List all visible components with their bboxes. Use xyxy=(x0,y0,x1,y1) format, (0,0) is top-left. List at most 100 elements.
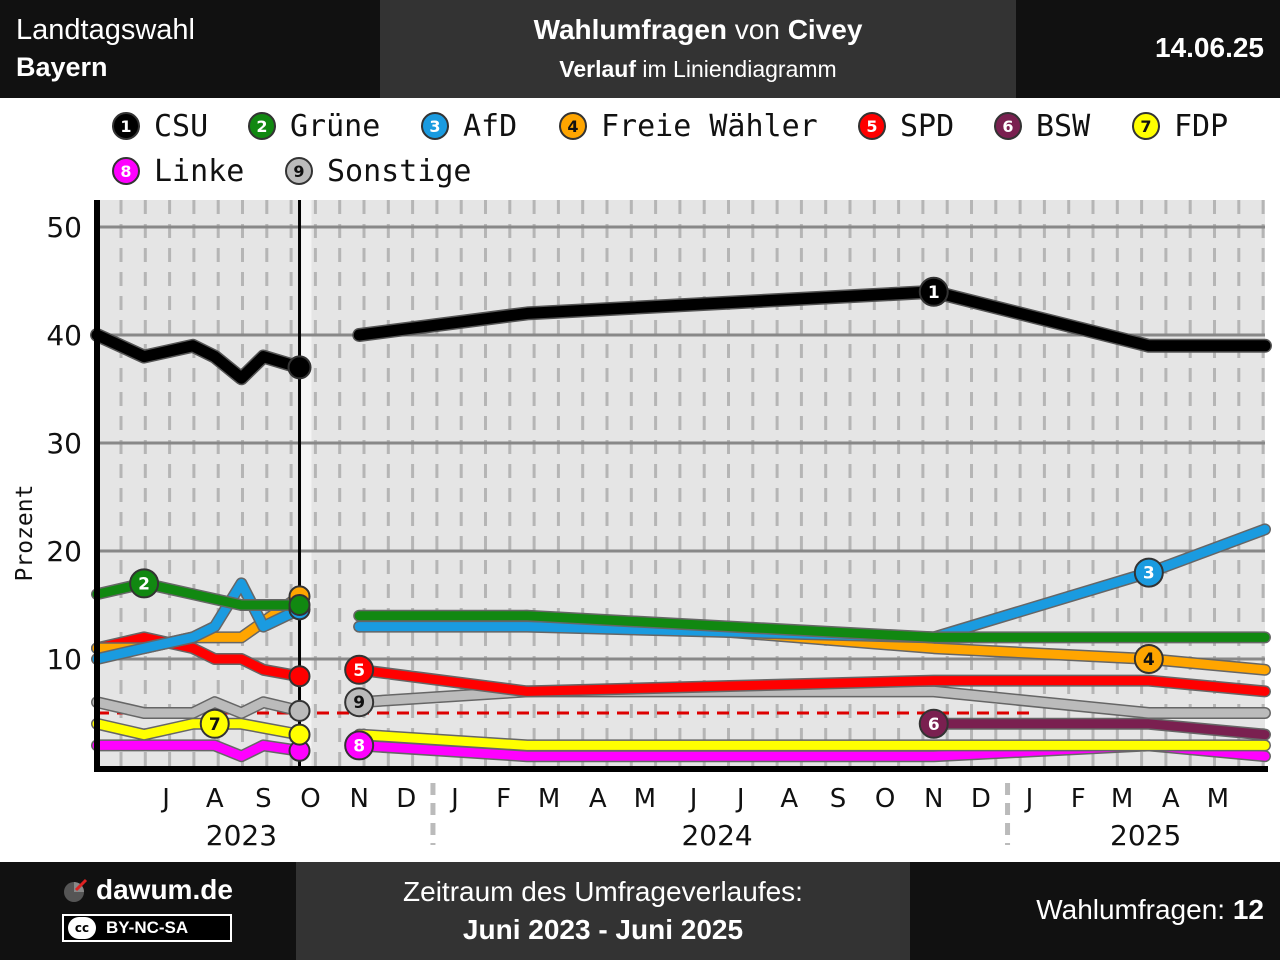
x-tick-14: S xyxy=(830,784,847,814)
legend-label-linke: Linke xyxy=(154,153,245,189)
page-title: Wahlumfragen von Civey xyxy=(380,14,1016,46)
x-tick-21: A xyxy=(1162,784,1180,814)
legend-marker-fdp: 7 xyxy=(1132,112,1160,140)
year-label-2: 2025 xyxy=(1110,819,1181,852)
x-tick-8: M xyxy=(538,784,560,814)
legend-marker-fw: 4 xyxy=(559,112,587,140)
subtitle-part1: Verlauf xyxy=(559,56,636,82)
x-tick-3: O xyxy=(300,784,320,814)
series-label-csu: 1 xyxy=(918,276,949,307)
x-tick-10: M xyxy=(634,784,656,814)
x-tick-15: O xyxy=(875,784,895,814)
series-spd-pre xyxy=(91,631,306,683)
series-line-fdp-pre xyxy=(92,719,304,740)
x-tick-12: J xyxy=(735,784,745,814)
x-tick-22: M xyxy=(1207,784,1229,814)
series-label-num-linke: 8 xyxy=(353,736,365,756)
legend-label-spd: SPD xyxy=(900,108,955,144)
legend: 1 CSU 2 Grüne 3 AfD 4 Freie Wähler 5 SPD… xyxy=(0,100,1280,200)
legend-marker-afd: 3 xyxy=(421,112,449,140)
series-sonstige-post xyxy=(353,685,1271,719)
series-label-circle-sonstige xyxy=(344,687,375,718)
series-afd-pre xyxy=(91,577,306,665)
legend-label-csu: CSU xyxy=(154,108,209,144)
poll-count-value: 12 xyxy=(1232,894,1264,925)
series-markers: 9 8 7 6 5 4 3 2 1 xyxy=(129,276,1164,762)
election-point-sonstige xyxy=(288,699,311,722)
license-text: BY-NC-SA xyxy=(106,918,189,937)
year-label-1: 2024 xyxy=(681,819,752,852)
legend-label-fdp: FDP xyxy=(1174,108,1229,144)
legend-marker-bsw: 6 xyxy=(994,112,1022,140)
series-label-bsw: 6 xyxy=(918,708,949,739)
y-axis-title: Prozent xyxy=(12,485,38,582)
year-label-0: 2023 xyxy=(206,819,277,852)
legend-item-fdp: 7 FDP xyxy=(1132,104,1228,148)
series-line-afd-pre xyxy=(92,578,304,664)
election-point-gruene xyxy=(288,594,311,616)
series-line-bsw-post xyxy=(929,719,1270,740)
series-label-num-csu: 1 xyxy=(928,283,940,303)
legend-label-sonstige: Sonstige xyxy=(327,153,472,189)
y-tick-40: 40 xyxy=(46,319,82,352)
series-label-spd: 5 xyxy=(344,654,375,685)
x-tick-16: N xyxy=(924,784,943,814)
series-label-circle-csu xyxy=(918,276,949,307)
footer-center: Zeitraum des Umfrageverlaufes: Juni 2023… xyxy=(296,862,910,960)
election-type: Landtagswahl xyxy=(16,14,195,46)
series-label-fdp: 7 xyxy=(199,708,230,739)
series-lines xyxy=(90,284,1272,763)
series-csu-pre xyxy=(90,328,307,386)
series-label-circle-bsw xyxy=(918,708,949,739)
x-tick-18: J xyxy=(1024,784,1034,814)
x-tick-0: J xyxy=(160,784,170,814)
series-gruene-post xyxy=(353,609,1271,644)
series-line-fdp-post xyxy=(354,730,1270,750)
x-tick-6: J xyxy=(449,784,459,814)
x-tick-7: F xyxy=(496,784,511,814)
poll-count-label: Wahlumfragen: xyxy=(1036,894,1233,925)
legend-label-gruene: Grüne xyxy=(290,108,381,144)
series-label-num-fdp: 7 xyxy=(209,715,221,735)
series-spd-post xyxy=(353,663,1271,698)
x-tick-5: D xyxy=(396,784,416,814)
series-label-gruene: 2 xyxy=(129,568,160,599)
x-tick-19: F xyxy=(1071,784,1086,814)
institute-name: Civey xyxy=(787,14,863,45)
cc-icon: cc xyxy=(68,917,96,939)
series-sonstige-pre xyxy=(91,696,306,719)
series-label-linke: 8 xyxy=(344,730,375,761)
election-point-spd xyxy=(288,665,311,688)
legend-marker-sonstige: 9 xyxy=(285,157,313,185)
period-label: Zeitraum des Umfrageverlaufes: xyxy=(403,876,803,907)
footer-left: dawum.de cc BY-NC-SA xyxy=(0,862,296,960)
x-tick-2: S xyxy=(255,784,272,814)
series-line-linke-pre xyxy=(92,740,304,761)
y-tick-labels: 10 20 30 40 50 xyxy=(46,211,82,676)
period-value: Juni 2023 - Juni 2025 xyxy=(462,914,744,945)
footer-right: Wahlumfragen: 12 xyxy=(910,862,1280,960)
y-tick-50: 50 xyxy=(46,211,82,244)
legend-label-bsw: BSW xyxy=(1036,108,1091,144)
legend-item-linke: 8 Linke xyxy=(112,149,244,193)
series-line-csu-pre xyxy=(91,329,305,384)
header-right: 14.06.25 xyxy=(1016,0,1280,98)
header-center: Wahlumfragen von Civey Verlauf im Linien… xyxy=(380,0,1016,98)
series-label-num-bsw: 6 xyxy=(928,715,940,735)
x-tick-20: M xyxy=(1111,784,1133,814)
license-badge: cc BY-NC-SA xyxy=(62,914,232,942)
x-tick-1: A xyxy=(206,784,224,814)
series-fdp-pre xyxy=(91,717,306,741)
series-label-circle-linke xyxy=(344,730,375,761)
legend-item-gruene: 2 Grüne xyxy=(248,104,380,148)
series-label-num-fw: 4 xyxy=(1143,650,1155,670)
series-line-gruene-pre xyxy=(92,578,304,610)
y-tick-30: 30 xyxy=(46,427,82,460)
series-label-circle-spd xyxy=(344,654,375,685)
site-logo-icon xyxy=(64,878,88,902)
legend-item-bsw: 6 BSW xyxy=(994,104,1090,148)
election-band xyxy=(299,200,312,767)
legend-item-afd: 3 AfD xyxy=(421,104,517,148)
title-part1: Wahlumfragen xyxy=(533,14,727,45)
